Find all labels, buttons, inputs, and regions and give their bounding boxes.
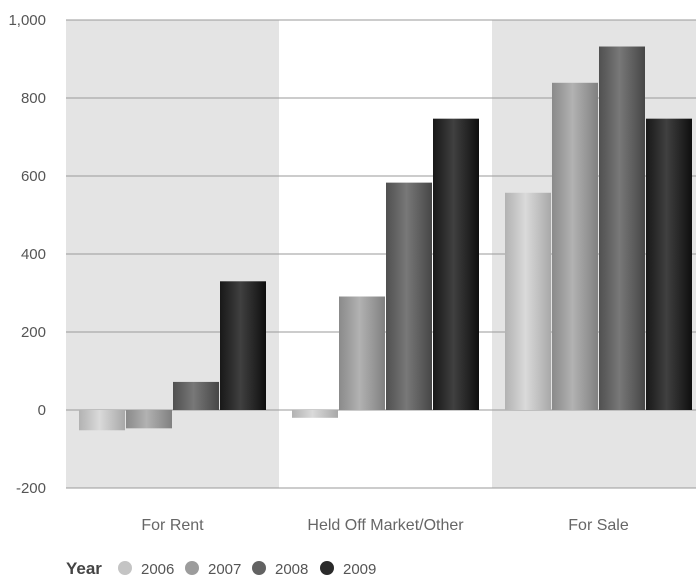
legend-label: 2007 bbox=[208, 561, 241, 578]
bar-2006 bbox=[79, 410, 125, 431]
x-category-label: Held Off Market/Other bbox=[307, 517, 464, 534]
bar-2009 bbox=[220, 281, 266, 410]
y-tick-label: 0 bbox=[38, 402, 46, 419]
x-category-label: For Sale bbox=[568, 517, 629, 534]
legend-title: Year bbox=[66, 559, 102, 578]
legend-label: 2008 bbox=[275, 561, 308, 578]
bar-2008 bbox=[599, 46, 645, 411]
legend-label: 2009 bbox=[343, 561, 376, 578]
legend-marker-2006 bbox=[118, 561, 132, 575]
legend-marker-2007 bbox=[185, 561, 199, 575]
y-axis: -200 0 200 400 600 800 1,000 bbox=[8, 12, 46, 497]
legend-marker-2008 bbox=[252, 561, 266, 575]
bar-2009 bbox=[646, 118, 692, 411]
y-tick-label: 1,000 bbox=[8, 12, 46, 29]
x-category-label: For Rent bbox=[141, 517, 204, 534]
bar-2008 bbox=[386, 182, 432, 410]
bar-2007 bbox=[126, 410, 172, 429]
y-tick-label: 800 bbox=[21, 90, 46, 107]
y-tick-label: 200 bbox=[21, 324, 46, 341]
legend-marker-2009 bbox=[320, 561, 334, 575]
y-tick-label: -200 bbox=[16, 480, 46, 497]
bar-2006 bbox=[505, 192, 551, 410]
y-tick-label: 400 bbox=[21, 246, 46, 263]
legend: Year 2006 2007 2008 2009 bbox=[66, 559, 376, 578]
bar-2006 bbox=[292, 410, 338, 418]
y-tick-label: 600 bbox=[21, 168, 46, 185]
bar-2009 bbox=[433, 118, 479, 411]
bars bbox=[79, 46, 692, 431]
bar-2007 bbox=[552, 82, 598, 410]
bar-2008 bbox=[173, 381, 219, 410]
x-axis: For Rent Held Off Market/Other For Sale bbox=[141, 517, 628, 534]
bar-2007 bbox=[339, 296, 385, 410]
legend-label: 2006 bbox=[141, 561, 174, 578]
